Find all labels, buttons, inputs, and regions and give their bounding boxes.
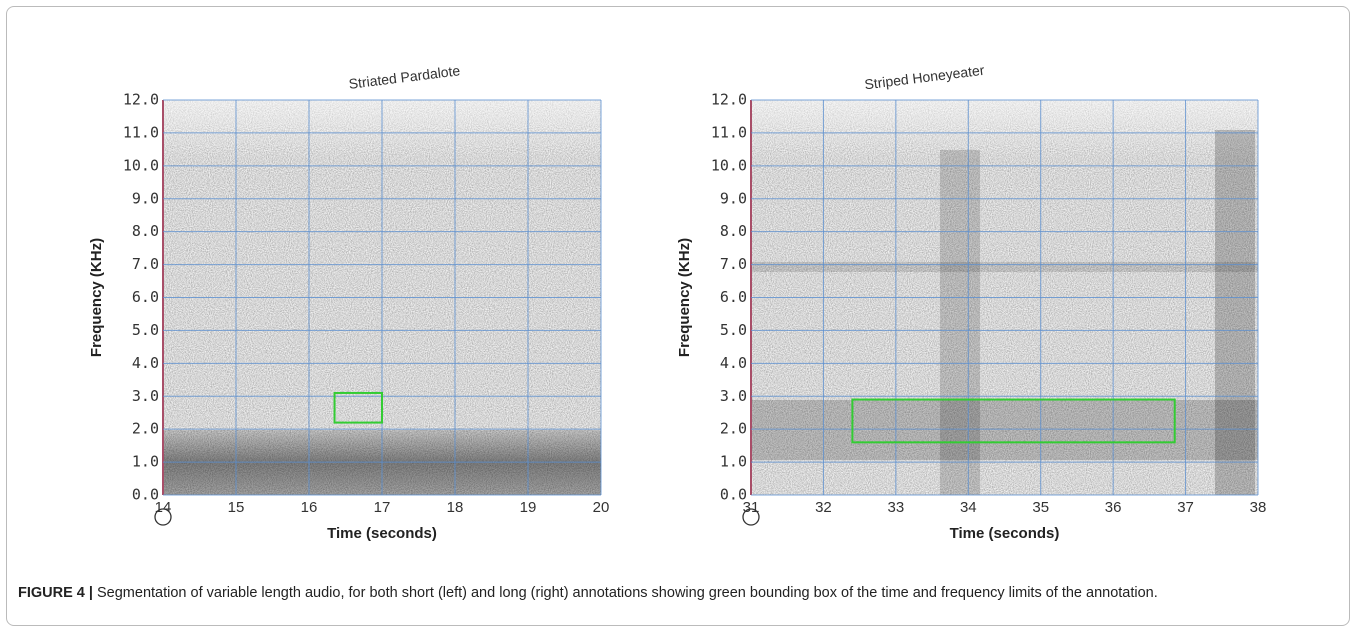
y-tick-label: 2.0 xyxy=(720,420,747,438)
x-tick-label: 38 xyxy=(1250,499,1267,516)
y-tick-label: 5.0 xyxy=(720,321,747,339)
y-tick-label: 7.0 xyxy=(132,255,159,273)
x-tick-label: 35 xyxy=(1032,499,1049,516)
play-handle xyxy=(154,508,172,526)
y-tick-label: 12.0 xyxy=(123,91,159,109)
y-tick-label: 9.0 xyxy=(132,189,159,207)
x-tick-label: 33 xyxy=(888,499,905,516)
figure: 0.0 1.0 2.0 3.0 4.0 5.0 6.0 7.0 8.0 9.0 10.0 11.0 12… xyxy=(88,62,1267,542)
x-tick-label: 18 xyxy=(447,499,464,516)
x-axis-label: Time (seconds) xyxy=(327,525,437,542)
y-tick-label: 8.0 xyxy=(720,222,747,240)
x-tick-label: 32 xyxy=(815,499,832,516)
bounding-box xyxy=(851,398,1176,444)
x-tick-label: 31 xyxy=(743,499,760,516)
y-tick-label: 5.0 xyxy=(132,321,159,339)
y-tick-label: 3.0 xyxy=(720,387,747,405)
y-tick-label: 11.0 xyxy=(123,123,159,141)
x-tick-label: 20 xyxy=(593,499,610,516)
x-tick-label: 16 xyxy=(301,499,318,516)
x-tick-label: 34 xyxy=(960,499,977,516)
y-tick-label: 1.0 xyxy=(132,453,159,471)
chart-title: Striped Honeyeater xyxy=(864,62,986,93)
chart-title: Striated Pardalote xyxy=(348,62,461,92)
y-tick-label: 11.0 xyxy=(711,123,747,141)
y-tick-label: 3.0 xyxy=(132,387,159,405)
x-tick-label: 14 xyxy=(155,499,172,516)
y-axis-label: Frequency (KHz) xyxy=(88,238,105,357)
play-handle xyxy=(742,508,760,526)
y-tick-label: 10.0 xyxy=(711,156,747,174)
x-axis-label: Time (seconds) xyxy=(950,525,1060,542)
caption-label: FIGURE 4 | xyxy=(18,585,93,601)
x-tick-label: 19 xyxy=(520,499,537,516)
y-axis-label: Frequency (KHz) xyxy=(676,238,693,357)
caption-text: Segmentation of variable length audio, f… xyxy=(97,585,1158,601)
x-tick-label: 17 xyxy=(374,499,391,516)
y-tick-label: 10.0 xyxy=(123,156,159,174)
y-tick-label: 6.0 xyxy=(720,288,747,306)
x-tick-label: 37 xyxy=(1177,499,1194,516)
y-tick-label: 9.0 xyxy=(720,189,747,207)
x-tick-label: 36 xyxy=(1105,499,1122,516)
y-tick-label: 4.0 xyxy=(720,354,747,372)
y-tick-label: 12.0 xyxy=(711,91,747,109)
y-tick-label: 0.0 xyxy=(720,486,747,504)
figure-frame xyxy=(6,6,1350,626)
caption: FIGURE 4 | Segmentation of variable leng… xyxy=(18,583,1338,603)
y-tick-label: 4.0 xyxy=(132,354,159,372)
x-tick-label: 15 xyxy=(228,499,245,516)
y-tick-label: 0.0 xyxy=(132,486,159,504)
y-tick-label: 6.0 xyxy=(132,288,159,306)
y-tick-label: 2.0 xyxy=(132,420,159,438)
bounding-box xyxy=(333,391,383,424)
y-tick-label: 7.0 xyxy=(720,255,747,273)
y-tick-label: 1.0 xyxy=(720,453,747,471)
y-tick-label: 8.0 xyxy=(132,222,159,240)
